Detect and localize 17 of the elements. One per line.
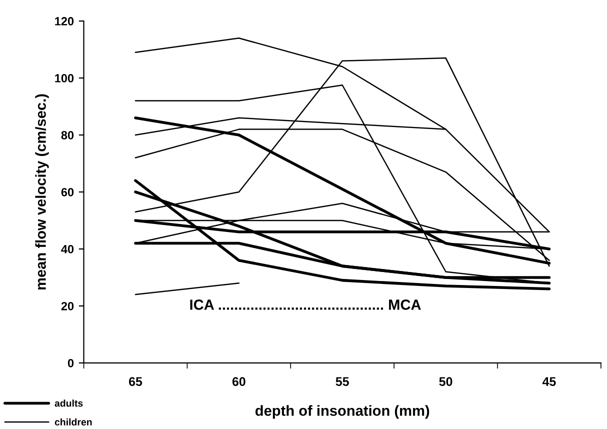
x-axis-title: depth of insonation (mm)	[255, 405, 430, 419]
y-tick-label: 100	[55, 74, 74, 82]
x-tick-label: 45	[542, 377, 556, 386]
x-tick-label: 65	[128, 377, 142, 386]
y-tick-label: 40	[61, 244, 74, 254]
y-tick-label: 120	[55, 17, 74, 26]
x-tick-label: 55	[336, 377, 349, 386]
legend-label: adults	[54, 400, 83, 407]
x-tick-label: 60	[232, 377, 246, 386]
y-axis-title: mean flow velocity (cm/sec.)	[35, 94, 49, 290]
annotation: ICA ......................................... MCA	[190, 300, 421, 310]
y-tick-label: 60	[61, 188, 74, 196]
y-tick-label: 80	[61, 131, 74, 140]
x-tick-label: 50	[439, 377, 452, 386]
y-tick-label: 20	[61, 302, 74, 310]
legend-label: children	[54, 418, 92, 426]
y-tick-label: 0	[68, 358, 74, 368]
